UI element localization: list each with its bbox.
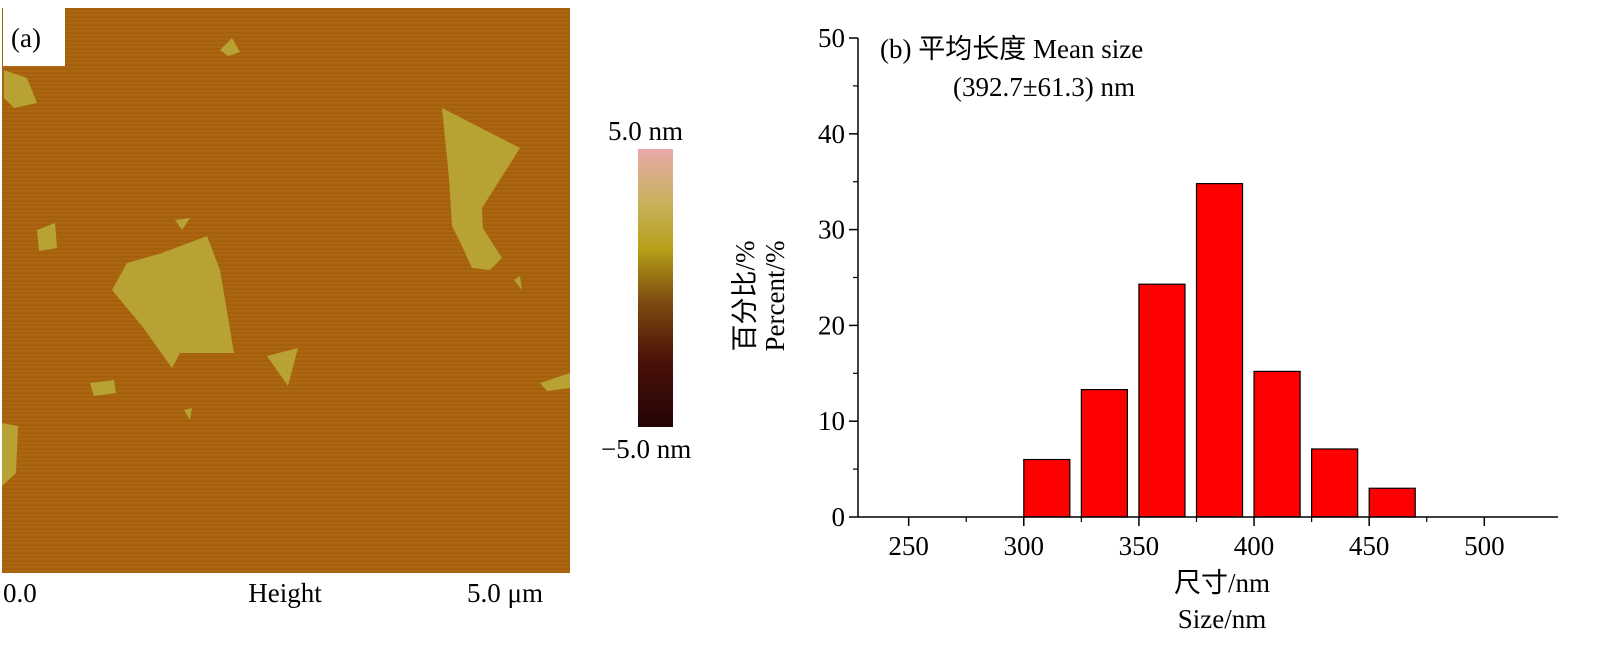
x-tick-label: 450	[1349, 531, 1390, 561]
flake-small-cluster-right	[454, 213, 502, 270]
flake-left-small	[37, 223, 57, 251]
afm-substrate	[2, 8, 570, 573]
y-axis-label: 百分比/%	[730, 241, 760, 352]
x-axis-label: 尺寸/nm	[1174, 568, 1270, 598]
flake-top-small	[220, 38, 240, 56]
flake-top-left	[4, 70, 37, 108]
colorbar-min-label: −5.0 nm	[601, 434, 692, 464]
y-tick-label: 0	[832, 502, 846, 532]
size-histogram: 0 10 20 30 40 50 250 300 350 400 450 500 (b) 平均长度 …	[730, 23, 1558, 634]
flake-left-edge	[2, 423, 18, 486]
flake-large-center	[112, 236, 234, 368]
afm-scale-end: 5.0 μm	[467, 578, 543, 608]
height-colorbar	[638, 149, 673, 427]
histogram-bar	[1080, 388, 1129, 518]
colorbar-max-label: 5.0 nm	[608, 116, 684, 146]
y-tick-label: 10	[818, 406, 845, 436]
x-ticks: 250 300 350 400 450 500	[888, 517, 1505, 561]
y-tick-label: 30	[818, 215, 845, 245]
afm-scale-start: 0.0	[3, 578, 37, 608]
histogram-bar	[1368, 487, 1416, 518]
x-tick-label: 300	[1004, 531, 1045, 561]
panel-a-label-box: (a)	[3, 8, 65, 66]
x-tick-label: 250	[888, 531, 929, 561]
flake-tiny-2	[184, 408, 192, 420]
histogram-bar	[1311, 448, 1359, 518]
histogram-bar	[1195, 183, 1244, 518]
x-tick-label: 350	[1119, 531, 1160, 561]
flake-tiny-3	[514, 276, 522, 290]
y-axis-label-english: Percent/%	[760, 241, 790, 352]
y-tick-label: 20	[818, 310, 845, 340]
histogram-bar	[1138, 283, 1186, 518]
histogram-bar	[1253, 370, 1301, 518]
flake-triangle-mid	[267, 348, 298, 386]
chart-subtitle: (392.7±61.3) nm	[953, 72, 1135, 102]
histogram-bars	[1023, 183, 1416, 518]
flake-bottom-left	[90, 380, 116, 396]
y-tick-label: 40	[818, 119, 845, 149]
afm-height-image	[2, 8, 570, 573]
flake-tiny-1	[175, 218, 190, 230]
y-tick-label: 50	[818, 23, 845, 53]
afm-image-svg	[2, 8, 570, 573]
panel-a-label: (a)	[11, 23, 41, 53]
chart-title: (b) 平均长度 Mean size	[880, 34, 1143, 64]
x-tick-label: 400	[1234, 531, 1275, 561]
afm-channel-name: Height	[248, 578, 322, 608]
flake-right-edge	[540, 373, 570, 391]
x-axis-label-english: Size/nm	[1178, 604, 1267, 634]
histogram-bar	[1023, 458, 1071, 518]
x-tick-label: 500	[1464, 531, 1505, 561]
y-ticks: 0 10 20 30 40 50	[818, 23, 858, 532]
